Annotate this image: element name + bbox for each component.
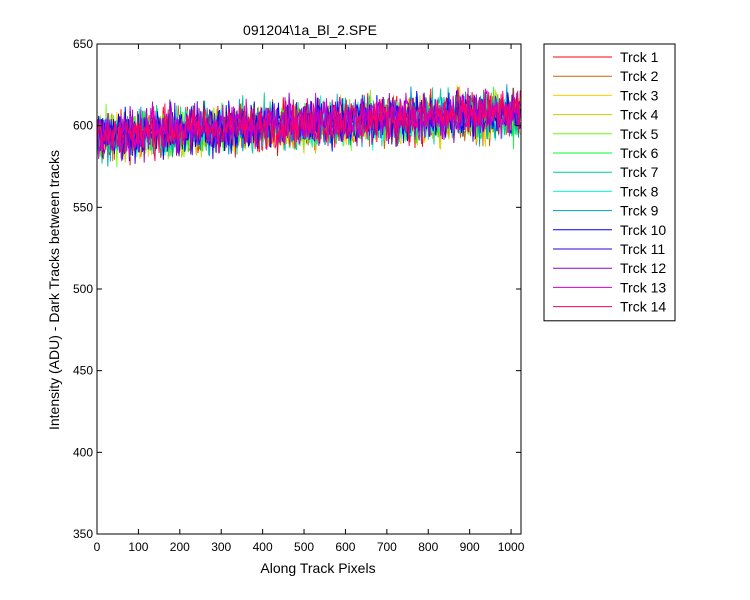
- legend-label-6: Trck 6: [620, 145, 659, 161]
- x-axis-title: Along Track Pixels: [260, 560, 375, 576]
- legend-label-4: Trck 4: [620, 107, 659, 123]
- legend-label-13: Trck 13: [620, 279, 666, 295]
- x-tick-label: 0: [94, 540, 101, 554]
- legend-label-11: Trck 11: [620, 241, 665, 257]
- x-tick-label: 1000: [498, 540, 525, 554]
- y-tick-label: 500: [73, 282, 93, 296]
- x-tick-label: 500: [294, 540, 314, 554]
- legend-box: [543, 43, 676, 322]
- plot-area: [96, 44, 521, 534]
- legend-label-10: Trck 10: [620, 222, 666, 238]
- y-tick-label: 350: [73, 527, 93, 541]
- legend-label-14: Trck 14: [620, 299, 666, 315]
- y-tick-label: 450: [73, 364, 93, 378]
- x-tick-label: 900: [460, 540, 480, 554]
- x-tick-label: 200: [170, 540, 190, 554]
- legend-label-8: Trck 8: [620, 183, 659, 199]
- y-tick-label: 400: [73, 445, 93, 459]
- legend-label-9: Trck 9: [620, 203, 659, 219]
- legend-label-2: Trck 2: [620, 68, 659, 84]
- y-axis-title: Intensity (ADU) - Dark Tracks between tr…: [46, 150, 62, 430]
- x-tick-label: 600: [335, 540, 355, 554]
- legend-label-12: Trck 12: [620, 260, 666, 276]
- x-tick-label: 300: [211, 540, 231, 554]
- legend-label-3: Trck 3: [620, 87, 659, 103]
- y-tick-label: 600: [73, 119, 93, 133]
- legend-label-1: Trck 1: [620, 49, 659, 65]
- chart-title: 091204\1a_Bl_2.SPE: [243, 22, 377, 38]
- series-line-14: [96, 87, 521, 162]
- y-tick-label: 550: [73, 200, 93, 214]
- legend: Trck 1 Trck 2 Trck 3 Trck 4 Trck 5 Trck 6 Trck…: [543, 43, 676, 322]
- x-tick-label: 100: [128, 540, 148, 554]
- y-tick-label: 650: [73, 37, 93, 51]
- x-tick-label: 400: [253, 540, 273, 554]
- legend-label-5: Trck 5: [620, 126, 659, 142]
- x-tick-label: 800: [418, 540, 438, 554]
- legend-label-7: Trck 7: [620, 164, 659, 180]
- axes: 0 100 200 300 400 500 600 700 800 900 1000 350 400 45…: [73, 37, 525, 554]
- x-tick-label: 700: [377, 540, 397, 554]
